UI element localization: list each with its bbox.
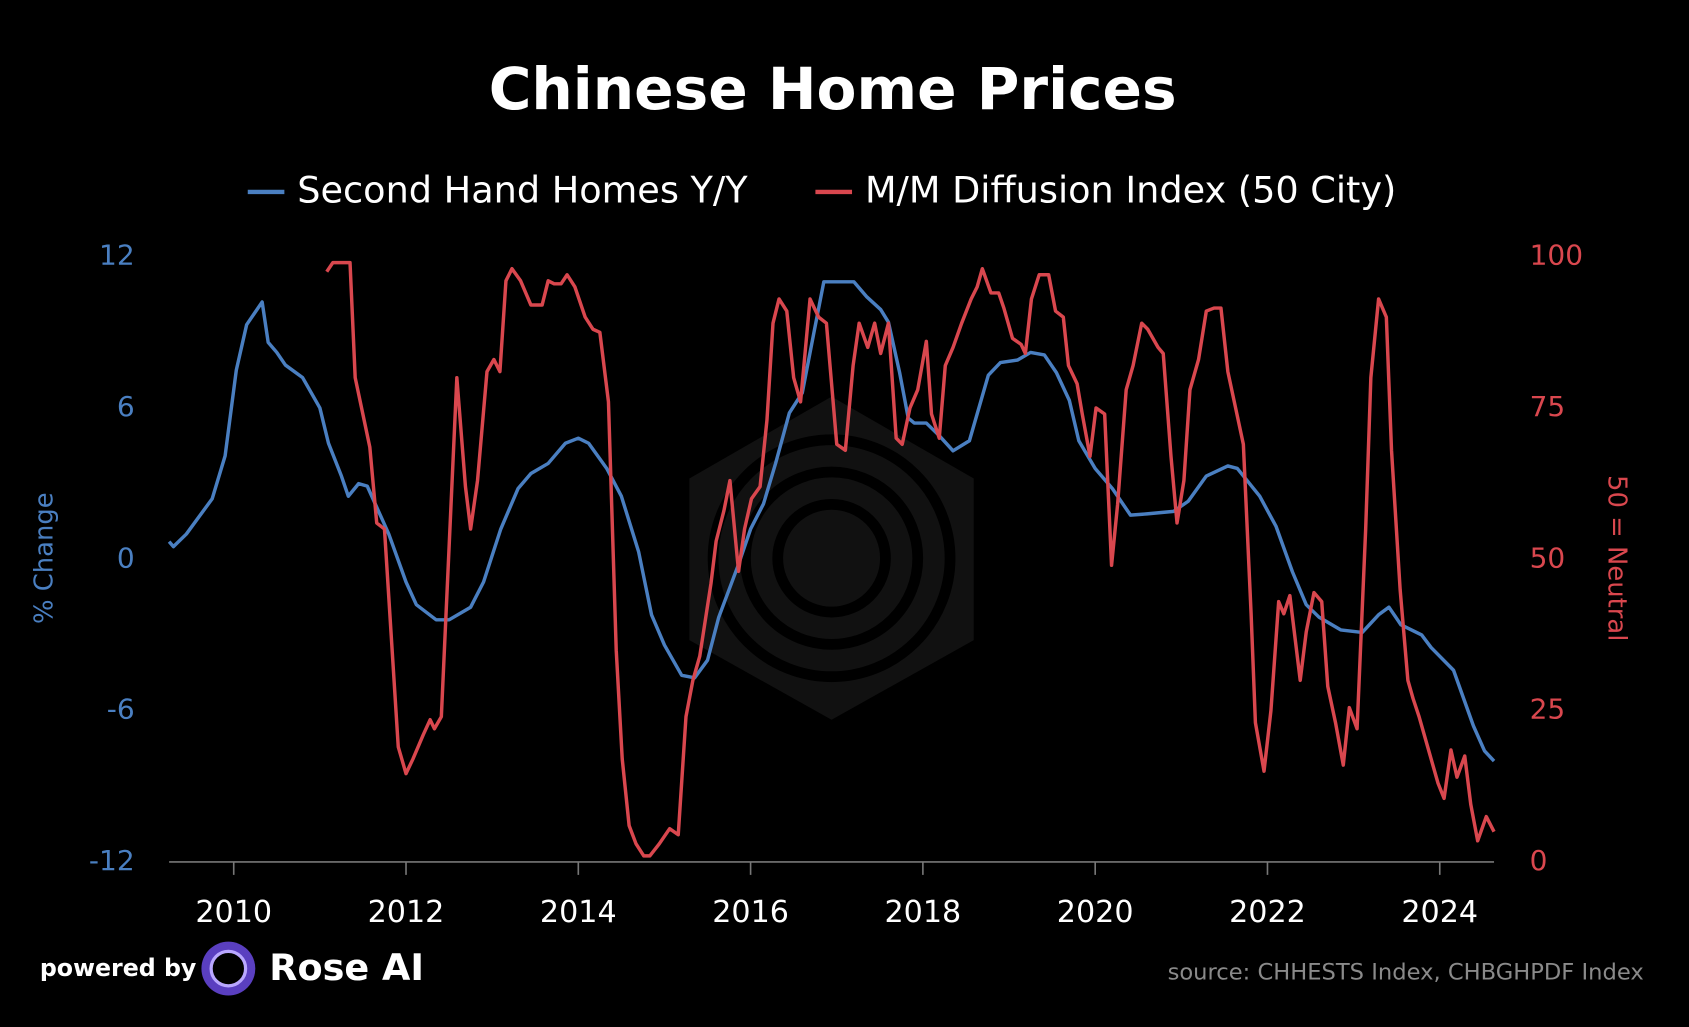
branding: powered by Rose AI source: CHHESTS Index… xyxy=(40,941,1644,996)
y2-tick-label: 50 xyxy=(1530,541,1566,574)
chart-title: Chinese Home Prices xyxy=(489,55,1177,123)
x-tick-label: 2016 xyxy=(712,895,789,930)
x-tick-label: 2018 xyxy=(885,895,962,930)
y2-tick-label: 25 xyxy=(1530,693,1566,726)
series-line xyxy=(325,260,1496,858)
x-tick-label: 2012 xyxy=(368,895,445,930)
y-tick-label: -12 xyxy=(89,844,135,877)
y-tick-label: -6 xyxy=(107,693,135,726)
y-tick-label: 0 xyxy=(117,541,135,574)
x-tick-label: 2010 xyxy=(195,895,272,930)
source-note: source: CHHESTS Index, CHBGHPDF Index xyxy=(1168,959,1644,985)
brand: Rose AI xyxy=(269,946,424,989)
series-line xyxy=(167,280,1496,763)
powered-by: powered by xyxy=(40,954,197,982)
y2-tick-label: 0 xyxy=(1530,844,1548,877)
y-tick-label: 6 xyxy=(117,390,135,423)
y-axis-label: % Change xyxy=(30,492,60,624)
legend-label: M/M Diffusion Index (50 City) xyxy=(865,168,1396,211)
x-tick-label: 2014 xyxy=(540,895,617,930)
y-tick-label: 12 xyxy=(99,239,135,272)
y2-axis-label: 50 = Neutral xyxy=(1601,475,1631,641)
x-tick-label: 2020 xyxy=(1057,895,1134,930)
y2-tick-label: 75 xyxy=(1530,390,1566,423)
legend-label: Second Hand Homes Y/Y xyxy=(297,168,748,211)
x-tick-label: 2022 xyxy=(1229,895,1306,930)
x-tick-label: 2024 xyxy=(1401,895,1478,930)
logo-inner xyxy=(209,949,248,988)
y2-tick-label: 100 xyxy=(1530,239,1583,272)
